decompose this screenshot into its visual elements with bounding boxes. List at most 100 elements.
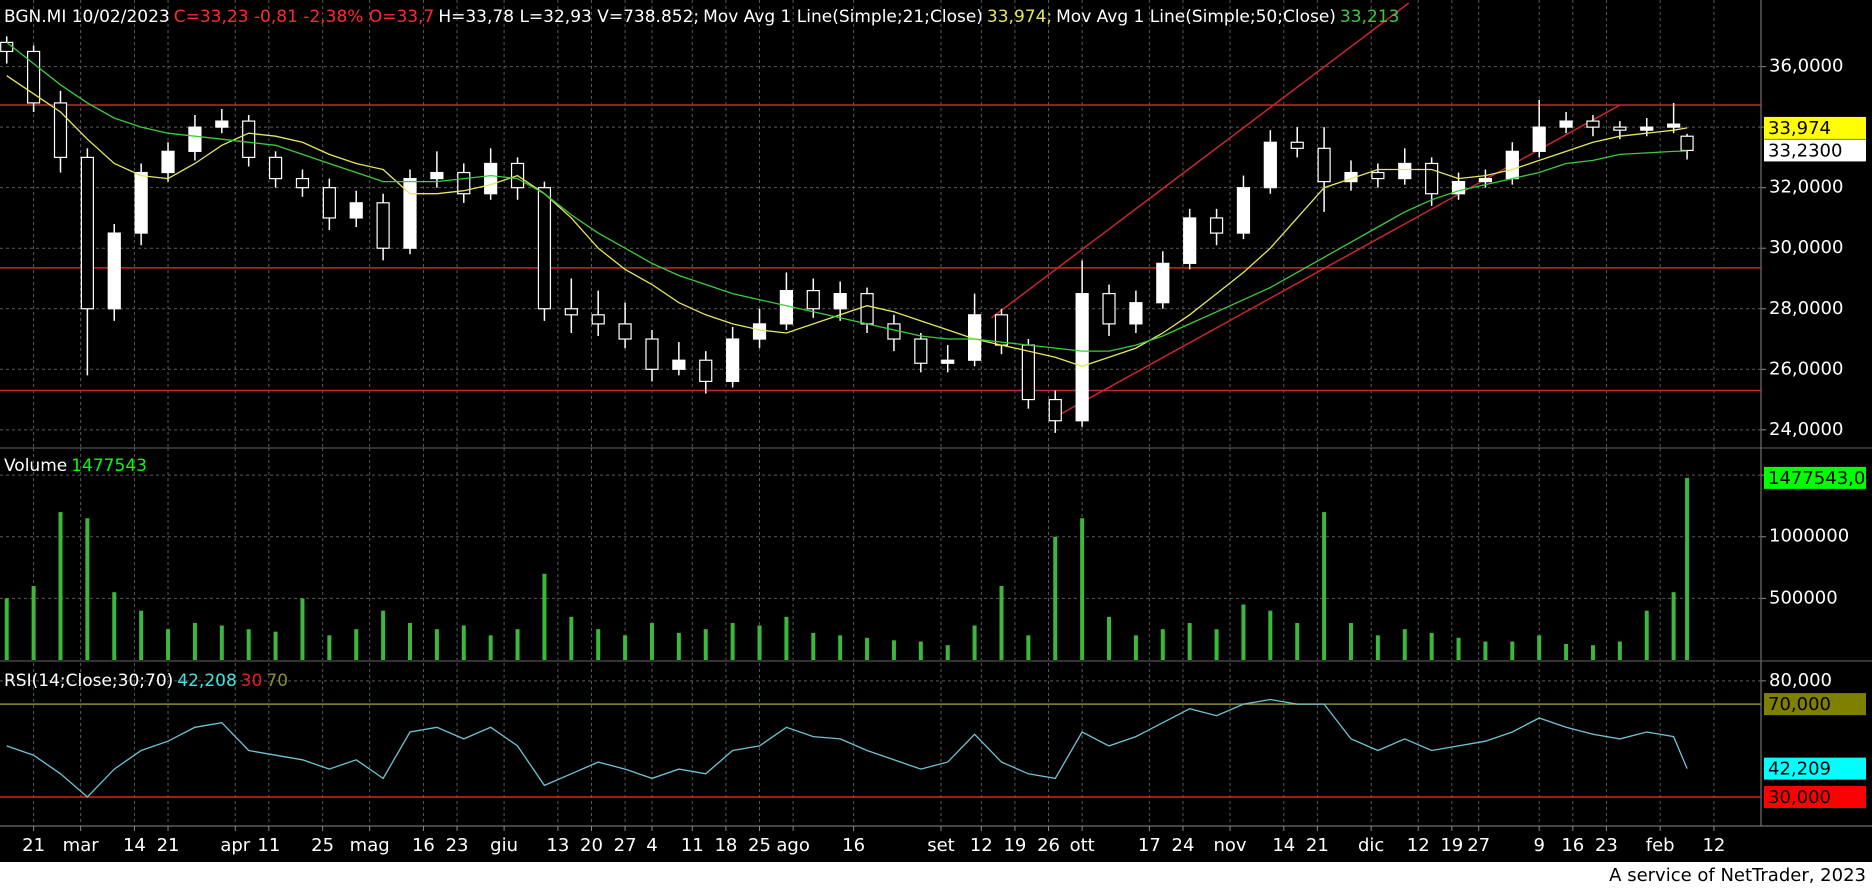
volume-bar (1483, 641, 1488, 660)
volume-bar (381, 610, 386, 660)
volume-bar (1644, 610, 1649, 660)
y-tick-label: 28,0000 (1769, 298, 1843, 319)
volume-bar (596, 629, 601, 660)
candle-body (860, 293, 874, 325)
volume-bar (1590, 645, 1595, 660)
x-tick-label: 20 (580, 835, 603, 856)
volume-bar (1214, 629, 1219, 660)
candle-body (1102, 293, 1116, 325)
volume-bar (219, 625, 224, 660)
panel (0, 448, 1761, 660)
candle-body (1451, 181, 1466, 195)
volume-bar (1537, 635, 1542, 660)
volume-bar (865, 637, 870, 660)
volume-bar (1268, 610, 1273, 660)
volume-bar (434, 629, 439, 660)
header-text: BGN.MI 10/02/2023 (4, 7, 170, 27)
x-tick-label: set (927, 835, 955, 856)
candle-body (1263, 141, 1277, 189)
volume-bar (623, 635, 628, 660)
x-tick-label: 14 (1272, 835, 1295, 856)
volume-bar (273, 631, 278, 660)
candle-body (941, 359, 955, 364)
volume-bar (1107, 616, 1112, 660)
panel (0, 0, 1761, 448)
candle-body (1156, 262, 1170, 304)
x-tick-label: 23 (446, 835, 469, 856)
value-box-label: 30,000 (1768, 787, 1831, 808)
header-text: Mov Avg 1 Line(Simple;50;Close) (1056, 7, 1336, 27)
y-tick-label: 36,0000 (1769, 56, 1843, 77)
candle-body (1613, 126, 1627, 131)
x-tick-label: 12 (970, 835, 993, 856)
candle-body (53, 102, 68, 159)
x-tick-label: ago (776, 835, 809, 856)
candle-body (699, 359, 713, 383)
header-text: 33,974; (986, 7, 1053, 27)
x-tick-label: 24 (1172, 835, 1195, 856)
volume-bar (918, 641, 923, 660)
candle-body (833, 293, 847, 310)
y-tick-label: 500000 (1769, 587, 1838, 608)
volume-bar (31, 586, 36, 660)
candle-body (806, 289, 820, 310)
x-tick-label: 16 (1561, 835, 1584, 856)
candle-body (1290, 141, 1304, 149)
volume-bar (461, 625, 466, 660)
panel-header: RSI(14;Close;30;70) 42,208 30 70 (4, 671, 292, 691)
volume-bar (1026, 635, 1031, 660)
candle-body (914, 338, 928, 364)
header-text: H=33,78 L=32,93 V=738.852; (438, 7, 700, 27)
candle-body (1640, 126, 1654, 131)
volume-bar (139, 610, 144, 660)
candle-body (994, 314, 1009, 346)
candle-body (1021, 344, 1035, 401)
volume-bar (945, 645, 950, 660)
candle-body (403, 177, 417, 249)
volume-bar (811, 632, 816, 660)
header-text: 70 (266, 671, 289, 691)
value-box (1764, 693, 1866, 716)
header-text: 42,208 (177, 671, 237, 691)
candle-body (1680, 135, 1694, 152)
x-tick-label: 12 (1702, 835, 1725, 856)
candle-body (1048, 398, 1062, 422)
y-tick-label: 26,0000 (1769, 358, 1843, 379)
candle-body (268, 156, 283, 180)
volume-bar (730, 623, 735, 660)
candle-body (1183, 217, 1197, 264)
x-tick-label: 19 (1003, 835, 1026, 856)
candle-body (564, 308, 578, 316)
value-box (1764, 466, 1866, 489)
candle-body (215, 120, 229, 128)
volume-bar (1322, 512, 1327, 660)
trend-line (1050, 104, 1621, 420)
x-tick-label: 23 (1595, 835, 1618, 856)
x-tick-label: 19 (1440, 835, 1463, 856)
candle-body (242, 120, 256, 159)
value-box (1764, 116, 1866, 139)
volume-bar (58, 512, 63, 660)
candle-body (1478, 177, 1493, 183)
header-text: 1477543 (71, 456, 147, 476)
header-text: 33,213 (1339, 7, 1400, 27)
volume-bar (246, 629, 251, 660)
volume-bar (891, 640, 896, 660)
volume-bar (488, 635, 493, 660)
x-tick-label: 21 (157, 835, 180, 856)
volume-bar (1429, 632, 1434, 660)
candle-body (591, 314, 605, 325)
volume-bar (1671, 592, 1676, 660)
volume-bar (515, 629, 520, 660)
x-tick-label: 12 (1407, 835, 1430, 856)
candle-body (1398, 162, 1412, 180)
moving-average-line (6, 41, 1688, 352)
x-tick-label: 14 (123, 835, 146, 856)
volume-bar (757, 625, 762, 660)
candle-body (1209, 217, 1224, 234)
candle-body (1236, 187, 1251, 234)
y-tick-label: 30,0000 (1769, 237, 1843, 258)
x-tick-label: 26 (1037, 835, 1060, 856)
volume-bar (569, 616, 574, 660)
